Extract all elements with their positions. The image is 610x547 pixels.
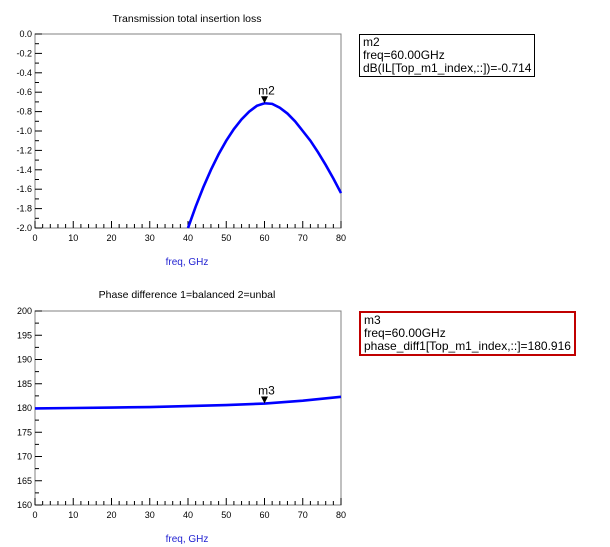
readout-m2-freq: freq=60.00GHz	[363, 48, 445, 62]
chart2-series-line	[34, 395, 342, 410]
marker-readout-m3[interactable]: m3 freq=60.00GHz phase_diff1[Top_m1_inde…	[359, 311, 576, 356]
y-tick-label: 160	[17, 500, 32, 510]
y-tick-label: -2.0	[16, 223, 32, 233]
marker-readout-m2[interactable]: m2 freq=60.00GHz dB(IL[Top_m1_index,::])…	[359, 34, 536, 77]
y-tick-label: 195	[17, 330, 32, 340]
x-tick-label: 40	[183, 233, 193, 243]
x-tick-label: 10	[68, 233, 78, 243]
chart1-series-line	[186, 101, 343, 229]
y-tick-label: -1.8	[16, 204, 32, 214]
x-tick-label: 30	[145, 510, 155, 520]
readout-m2-name: m2	[363, 35, 380, 49]
chart2-title: Phase difference 1=balanced 2=unbal	[99, 289, 276, 301]
x-tick-label: 0	[32, 510, 37, 520]
y-tick-label: -1.4	[16, 165, 32, 175]
chart1-title: Transmission total insertion loss	[113, 13, 262, 25]
x-tick-label: 70	[298, 233, 308, 243]
x-tick-label: 30	[145, 233, 155, 243]
y-tick-label: 185	[17, 379, 32, 389]
y-tick-label: -0.8	[16, 107, 32, 117]
readout-m3-value: phase_diff1[Top_m1_index,::]=180.916	[364, 339, 571, 353]
chart2-x-axis-label: freq, GHz	[166, 534, 209, 545]
y-tick-label: 170	[17, 452, 32, 462]
x-tick-label: 50	[221, 510, 231, 520]
y-tick-label: 175	[17, 427, 32, 437]
x-tick-label: 50	[221, 233, 231, 243]
x-tick-label: 80	[336, 233, 346, 243]
y-tick-label: -0.4	[16, 68, 32, 78]
readout-m3-freq: freq=60.00GHz	[364, 326, 446, 340]
x-tick-label: 0	[32, 233, 37, 243]
y-tick-label: 0.0	[19, 29, 32, 39]
chart1-marker-triangle[interactable]	[261, 96, 268, 104]
x-tick-label: 60	[259, 510, 269, 520]
chart1-marker-label: m2	[258, 83, 275, 97]
y-tick-label: -1.0	[16, 126, 32, 136]
x-tick-label: 80	[336, 510, 346, 520]
x-tick-label: 70	[298, 510, 308, 520]
x-tick-label: 20	[106, 510, 116, 520]
x-tick-label: 40	[183, 510, 193, 520]
y-tick-label: 200	[17, 306, 32, 316]
chart2-marker-triangle[interactable]	[261, 396, 268, 404]
x-tick-label: 60	[259, 233, 269, 243]
chart1-x-axis-label: freq, GHz	[166, 257, 209, 268]
chart-phase-difference: Phase difference 1=balanced 2=unbal 0 10 2…	[17, 289, 346, 545]
chart1-plot-frame	[34, 33, 342, 229]
chart-insertion-loss: Transmission total insertion loss 0 10 20 3…	[16, 13, 346, 268]
y-tick-label: -1.2	[16, 145, 32, 155]
y-tick-label: 190	[17, 355, 32, 365]
y-tick-label: -0.6	[16, 87, 32, 97]
chart2-marker-label: m3	[258, 384, 275, 398]
x-tick-label: 20	[106, 233, 116, 243]
y-tick-label: -1.6	[16, 184, 32, 194]
readout-m3-name: m3	[364, 313, 381, 327]
y-tick-label: -0.2	[16, 48, 32, 58]
x-tick-label: 10	[68, 510, 78, 520]
y-tick-label: 180	[17, 403, 32, 413]
y-tick-label: 165	[17, 476, 32, 486]
readout-m2-value: dB(IL[Top_m1_index,::])=-0.714	[363, 61, 532, 75]
